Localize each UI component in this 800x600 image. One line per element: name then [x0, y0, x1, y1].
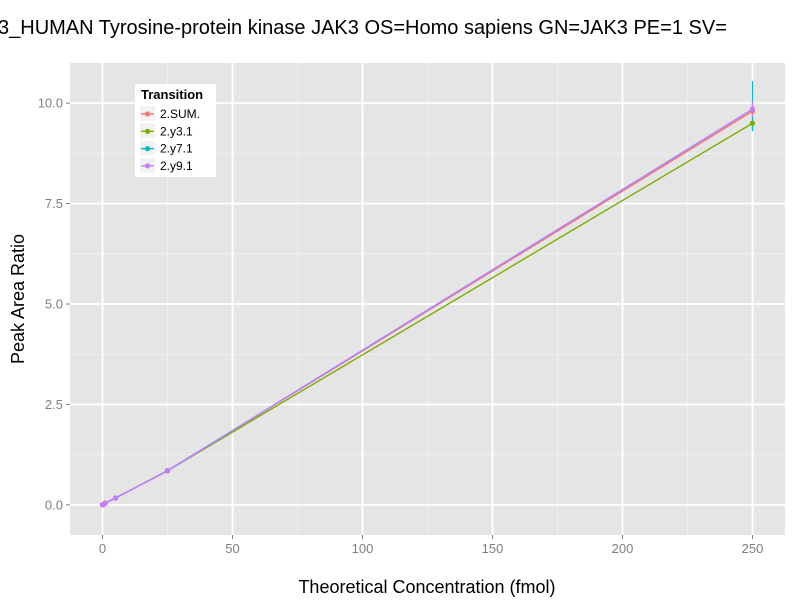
legend-label: 2.y9.1 — [160, 159, 193, 173]
legend-entry: 2.y7.1 — [140, 140, 193, 156]
x-tick-label: 250 — [742, 541, 764, 556]
legend-title: Transition — [141, 87, 203, 102]
x-tick-label: 100 — [352, 541, 374, 556]
y-axis-title: Peak Area Ratio — [8, 234, 28, 364]
y-tick-label: 7.5 — [45, 196, 63, 211]
y-axis-ticks: 0.0 2.5 5.0 7.5 10.0 — [38, 96, 70, 512]
major-gridlines — [70, 63, 785, 535]
data-point-2-y9-1 — [102, 500, 108, 506]
data-point-2-y9-1 — [164, 468, 171, 474]
x-axis-ticks: 0 50 100 150 200 250 — [99, 535, 763, 556]
series-points — [99, 106, 756, 508]
x-tick-label: 150 — [482, 541, 504, 556]
legend: Transition 2.SUM. 2.y3.1 2.y7.1 2.y9.1 — [135, 84, 216, 177]
x-tick-label: 50 — [225, 541, 239, 556]
legend-key-point — [144, 128, 151, 134]
data-point-2-y9-1 — [749, 106, 756, 112]
legend-key-point — [144, 111, 151, 117]
legend-entry: 2.y9.1 — [140, 157, 193, 173]
legend-entries: 2.SUM. 2.y3.1 2.y7.1 2.y9.1 — [140, 106, 200, 173]
legend-label: 2.y3.1 — [160, 124, 193, 138]
x-axis-title: Theoretical Concentration (fmol) — [298, 577, 555, 597]
chart-title: 3_HUMAN Tyrosine-protein kinase JAK3 OS=… — [0, 17, 727, 39]
x-tick-label: 200 — [612, 541, 634, 556]
data-point-2-y9-1 — [112, 495, 119, 501]
legend-label: 2.y7.1 — [160, 142, 193, 156]
x-tick-label: 0 — [99, 541, 106, 556]
legend-key-point — [144, 146, 151, 152]
legend-label: 2.SUM. — [160, 107, 200, 121]
y-tick-label: 5.0 — [45, 297, 63, 312]
y-tick-label: 0.0 — [45, 497, 63, 512]
y-tick-label: 10.0 — [38, 96, 63, 111]
y-tick-label: 2.5 — [45, 397, 63, 412]
data-point-2-y3-1 — [749, 120, 756, 126]
legend-entry: 2.y3.1 — [140, 123, 193, 139]
legend-entry: 2.SUM. — [140, 106, 200, 121]
legend-key-point — [144, 163, 151, 169]
